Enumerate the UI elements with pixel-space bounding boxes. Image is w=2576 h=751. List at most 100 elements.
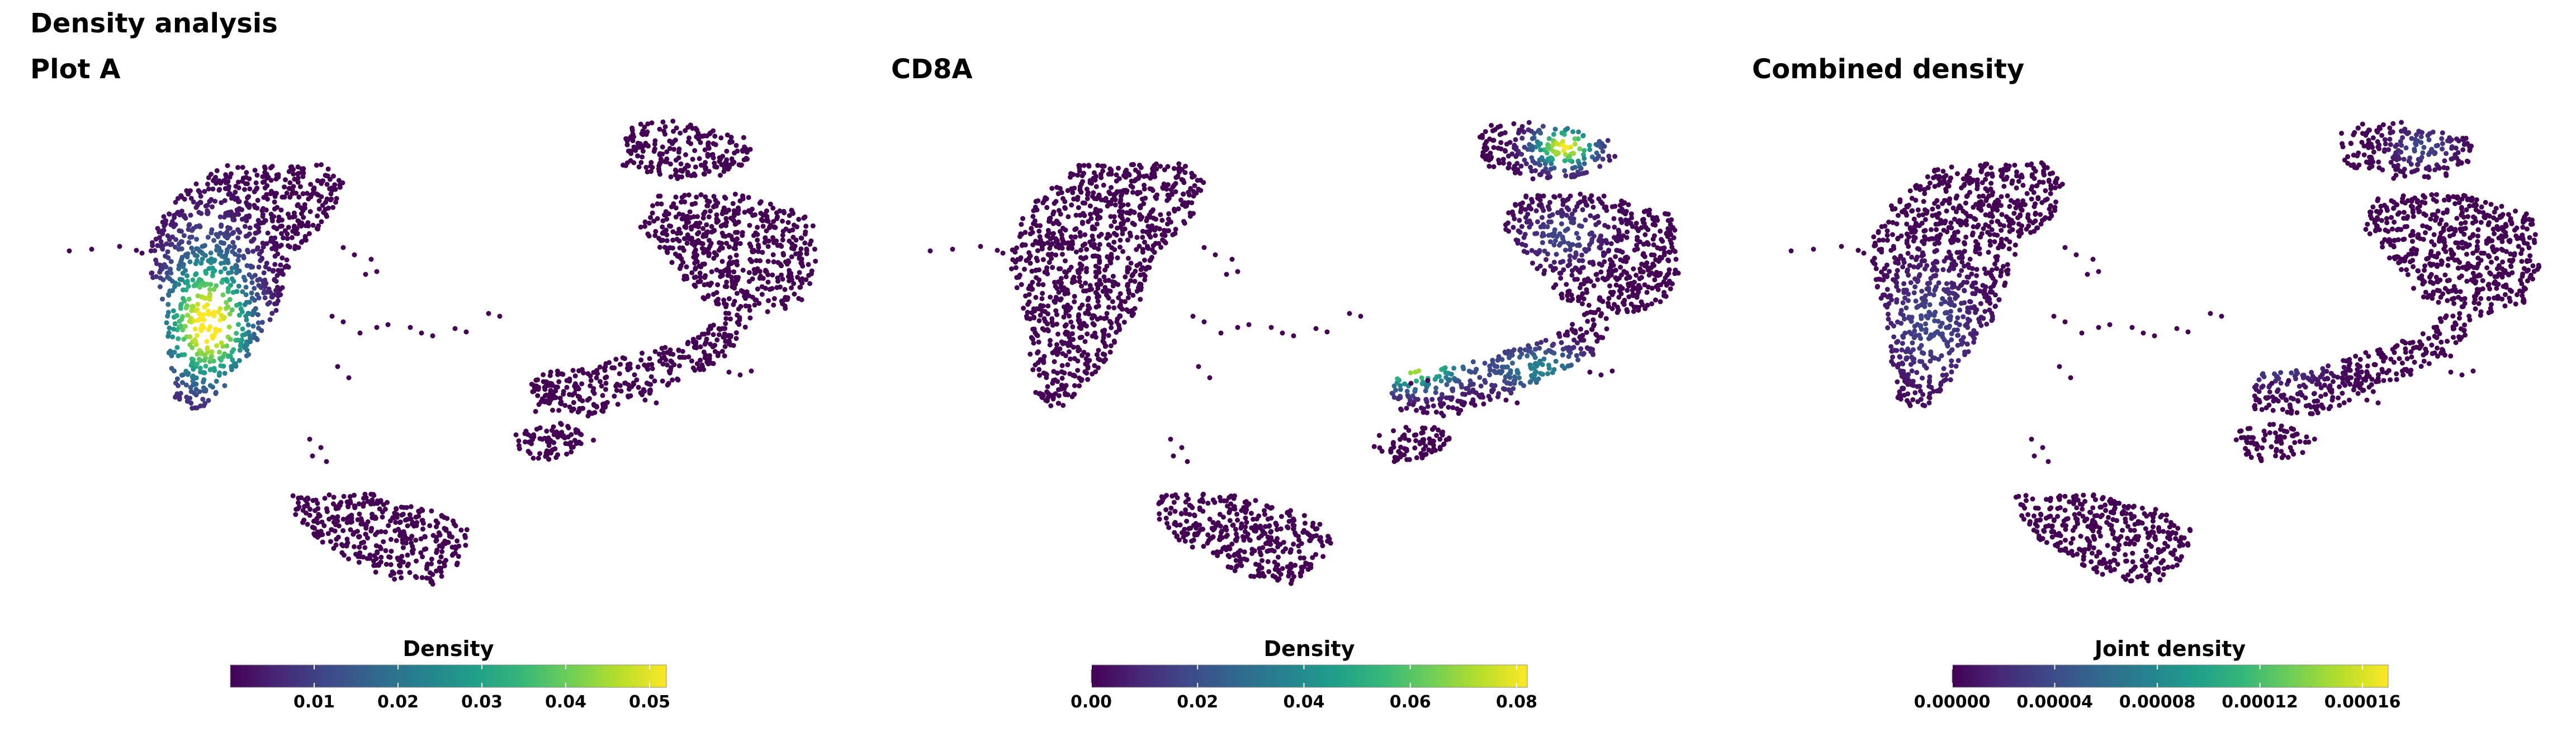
data-point <box>416 514 422 519</box>
data-point <box>1065 362 1071 368</box>
data-point <box>329 186 334 191</box>
data-point <box>165 310 171 315</box>
data-point <box>278 207 284 213</box>
data-point <box>1258 533 1264 539</box>
data-point <box>1296 549 1302 554</box>
data-point <box>179 372 184 378</box>
data-point <box>429 557 434 562</box>
data-point <box>1580 207 1585 212</box>
data-point <box>1230 522 1235 528</box>
data-point <box>1131 222 1137 227</box>
data-point <box>320 539 325 545</box>
data-point <box>1033 268 1039 273</box>
data-point <box>1029 226 1034 231</box>
data-point <box>708 208 713 214</box>
data-point <box>1437 401 1443 407</box>
data-point <box>1460 391 1465 397</box>
data-point <box>192 308 198 313</box>
data-point <box>216 310 221 315</box>
data-point <box>174 313 179 319</box>
data-point <box>1614 235 1620 240</box>
data-point <box>1081 256 1086 262</box>
data-point <box>214 232 219 237</box>
data-point <box>1092 313 1097 319</box>
data-point <box>371 563 377 568</box>
data-point <box>1104 315 1109 321</box>
data-point <box>340 543 345 549</box>
data-point <box>187 222 192 227</box>
data-point <box>694 214 700 220</box>
data-point <box>165 255 171 260</box>
data-point <box>165 233 171 239</box>
data-point <box>240 178 245 184</box>
data-point <box>280 255 285 261</box>
data-point <box>664 216 670 222</box>
data-point <box>283 177 288 183</box>
data-point <box>1437 436 1443 442</box>
data-point <box>787 278 792 284</box>
data-point <box>269 311 275 316</box>
data-point <box>763 211 768 217</box>
data-point <box>639 131 645 136</box>
data-point <box>265 301 271 307</box>
data-point <box>1412 445 1418 451</box>
data-point <box>535 393 541 398</box>
data-point <box>1108 213 1114 219</box>
data-point <box>1091 322 1097 328</box>
data-point <box>650 203 656 208</box>
data-point <box>1577 269 1583 275</box>
data-point <box>1227 554 1232 559</box>
data-point <box>377 506 382 512</box>
data-point <box>191 382 196 388</box>
data-point <box>196 357 202 362</box>
data-point <box>176 241 182 247</box>
data-point <box>1437 396 1442 402</box>
data-point <box>1498 140 1504 145</box>
data-point <box>1031 340 1036 346</box>
data-point <box>1631 304 1637 310</box>
data-point <box>1444 382 1450 387</box>
data-point <box>1591 283 1597 288</box>
data-point <box>259 249 264 254</box>
data-point <box>1062 258 1068 264</box>
data-point <box>1059 376 1065 381</box>
data-point <box>1170 184 1176 189</box>
data-point <box>539 396 545 402</box>
data-point <box>439 573 444 579</box>
data-point <box>1561 143 1566 149</box>
data-point <box>1451 365 1457 371</box>
colorbar-tick-label: 0.02 <box>377 692 419 712</box>
data-point <box>733 221 739 226</box>
data-point <box>1562 168 1568 174</box>
data-point <box>1050 231 1055 236</box>
data-point <box>626 382 631 388</box>
data-point <box>522 431 528 436</box>
data-point <box>1459 384 1465 390</box>
data-point <box>1120 202 1126 208</box>
data-point <box>678 161 684 167</box>
data-point <box>1163 515 1169 521</box>
data-point <box>1111 231 1117 236</box>
data-point <box>1098 315 1104 321</box>
data-point <box>674 125 679 131</box>
data-point <box>1478 383 1484 389</box>
data-point <box>1082 241 1088 247</box>
data-point <box>724 240 730 246</box>
data-point <box>244 300 249 305</box>
data-point <box>752 212 758 217</box>
data-point <box>1469 369 1474 375</box>
data-point <box>1062 269 1068 275</box>
data-point <box>1172 508 1178 514</box>
data-point <box>1101 274 1107 279</box>
data-point <box>1671 235 1677 241</box>
data-point <box>572 373 578 379</box>
data-point <box>689 270 695 275</box>
data-point <box>1566 288 1572 294</box>
data-point <box>551 424 556 430</box>
data-point <box>758 211 764 216</box>
data-point <box>705 229 711 235</box>
data-point <box>1600 335 1606 340</box>
data-point <box>1068 356 1073 362</box>
data-point <box>160 296 165 302</box>
